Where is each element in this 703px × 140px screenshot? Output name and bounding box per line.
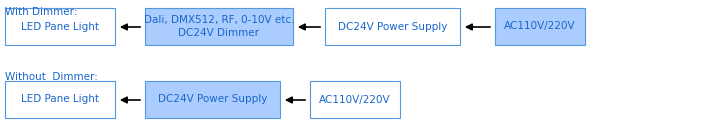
- Bar: [145, 81, 280, 118]
- Text: AC110V/220V: AC110V/220V: [319, 94, 391, 104]
- Bar: [5, 81, 115, 118]
- Text: DC24V Power Supply: DC24V Power Supply: [338, 22, 447, 32]
- Bar: [310, 81, 400, 118]
- Text: With Dimmer:: With Dimmer:: [5, 7, 77, 17]
- Bar: [5, 8, 115, 45]
- Text: AC110V/220V: AC110V/220V: [504, 22, 576, 32]
- Bar: [325, 8, 460, 45]
- Bar: [495, 8, 585, 45]
- Bar: [145, 8, 293, 45]
- Text: Dali, DMX512, RF, 0-10V etc.
DC24V Dimmer: Dali, DMX512, RF, 0-10V etc. DC24V Dimme…: [143, 15, 295, 38]
- Text: LED Pane Light: LED Pane Light: [21, 22, 99, 32]
- Text: Without  Dimmer:: Without Dimmer:: [5, 72, 98, 82]
- Text: LED Pane Light: LED Pane Light: [21, 94, 99, 104]
- Text: DC24V Power Supply: DC24V Power Supply: [157, 94, 267, 104]
